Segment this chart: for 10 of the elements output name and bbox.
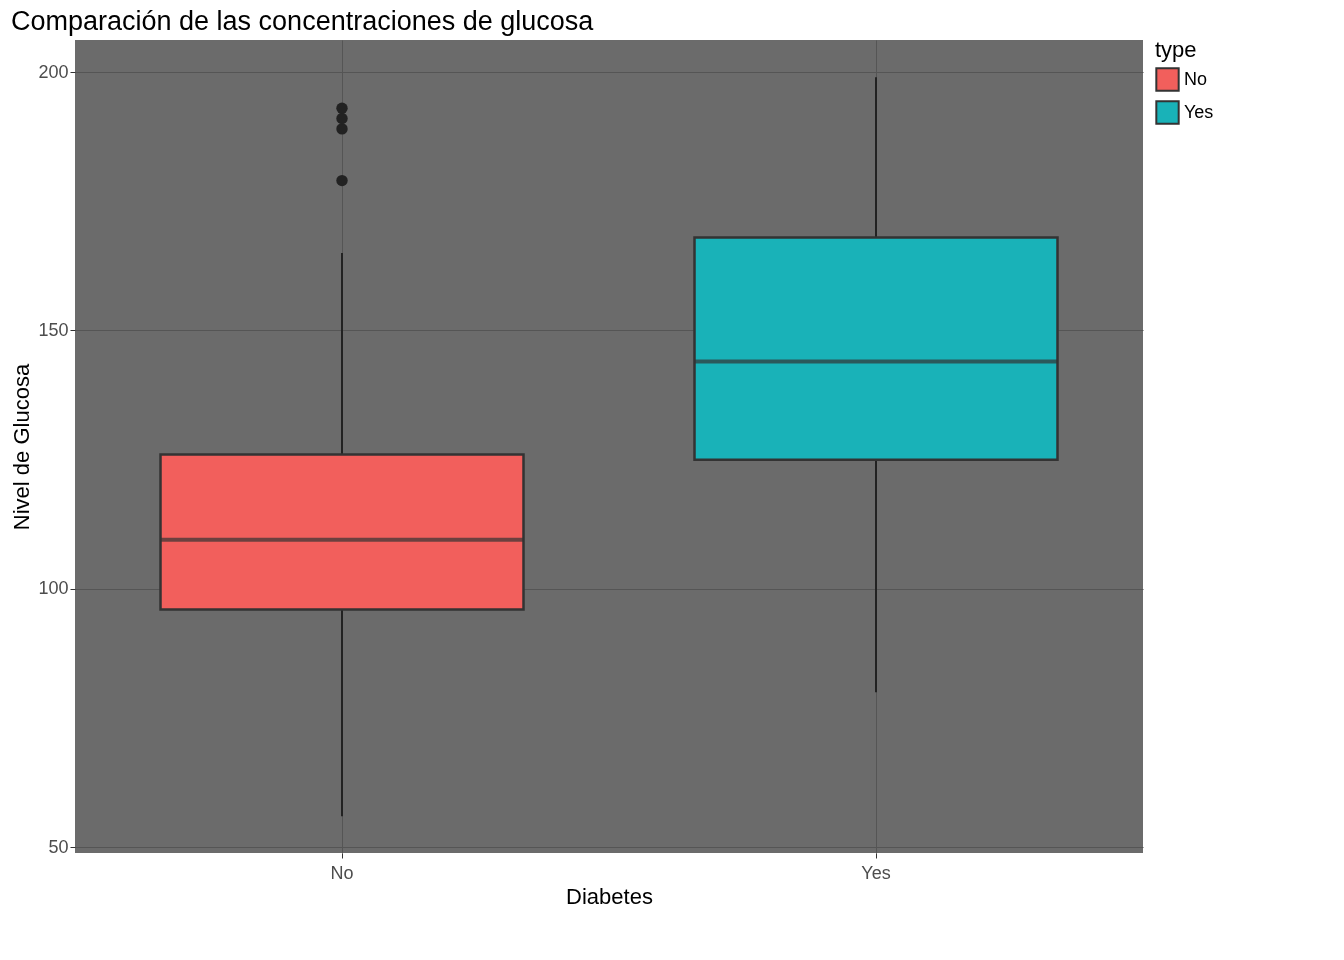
y-tick-label: 150 [38, 319, 69, 340]
legend-label: Yes [1184, 101, 1214, 122]
y-tick-label: 100 [38, 578, 69, 599]
y-tick-label: 200 [38, 61, 69, 82]
legend-title: type [1155, 37, 1197, 62]
y-tick-label: 50 [48, 836, 69, 857]
chart-title: Comparación de las concentraciones de glucosa [10, 6, 595, 36]
y-axis-title: Nivel de Glucosa [9, 363, 35, 531]
legend-label: No [1184, 68, 1208, 89]
x-axis-title: Diabetes [566, 883, 653, 909]
